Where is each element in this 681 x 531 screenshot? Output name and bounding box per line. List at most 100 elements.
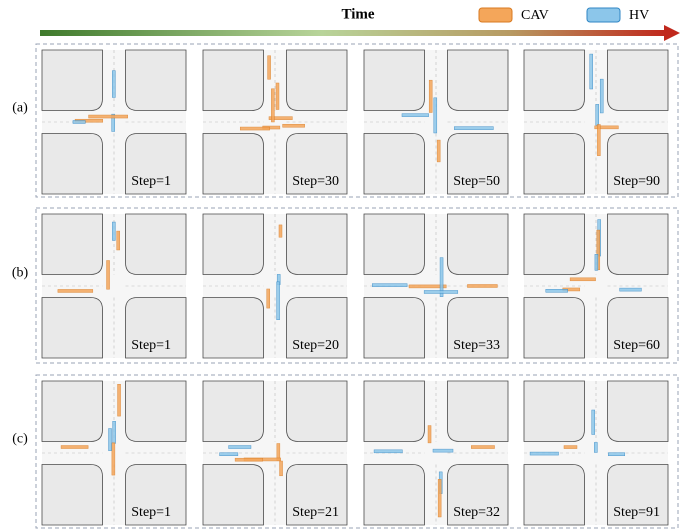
vehicle-trail (235, 458, 263, 461)
vehicle-trail (374, 450, 402, 453)
block (524, 381, 584, 441)
legend-swatch (479, 8, 512, 22)
figure: Time CAV HV (a)Step=1Step=30Step=50Step=… (0, 0, 681, 531)
block (126, 50, 186, 110)
step-label: Step=1 (131, 505, 171, 520)
vehicle-trail (112, 222, 115, 240)
block (203, 214, 263, 274)
block (608, 381, 668, 441)
intersection-panel: Step=1 (42, 214, 186, 358)
vehicle-trail (280, 461, 283, 476)
vehicle-trail (107, 261, 110, 290)
step-label: Step=32 (453, 505, 500, 520)
vehicle-trail (276, 83, 279, 110)
step-label: Step=33 (453, 338, 500, 353)
row-label: (c) (12, 432, 28, 447)
vehicle-trail (61, 446, 88, 449)
vehicle-trail (58, 289, 93, 292)
arrow-head (664, 25, 680, 41)
step-label: Step=1 (131, 338, 171, 353)
block (524, 134, 584, 194)
intersection-panel: Step=50 (364, 50, 508, 194)
block (364, 381, 424, 441)
vehicle-trail (267, 289, 270, 308)
vehicle-trail (546, 289, 568, 292)
block (364, 298, 424, 358)
block (608, 50, 668, 110)
block (203, 298, 263, 358)
block (608, 214, 668, 274)
vehicle-trail (279, 225, 282, 237)
legend-label: CAV (521, 8, 549, 23)
intersection-panel: Step=33 (364, 214, 508, 358)
block (126, 214, 186, 274)
block (287, 381, 347, 441)
vehicle-trail (437, 140, 440, 162)
block (42, 465, 102, 525)
vehicle-trail (595, 254, 598, 270)
block (203, 465, 263, 525)
vehicle-trail (594, 442, 597, 452)
block (524, 298, 584, 358)
block (287, 214, 347, 274)
vehicle-trail (112, 71, 115, 98)
intersection-panel: Step=1 (42, 381, 186, 525)
vehicle-trail (570, 278, 595, 281)
step-label: Step=60 (613, 338, 660, 353)
block (203, 50, 263, 110)
block (448, 214, 508, 274)
block (364, 50, 424, 110)
vehicle-trail (283, 124, 305, 127)
intersection-panel: Step=1 (42, 50, 186, 194)
vehicle-trail (530, 452, 558, 455)
block (524, 465, 584, 525)
step-label: Step=50 (453, 174, 500, 189)
block (524, 50, 584, 110)
intersection-panel: Step=32 (364, 381, 508, 525)
vehicle-trail (240, 127, 269, 130)
vehicle-trail (597, 124, 600, 155)
block (42, 214, 102, 274)
block (364, 214, 424, 274)
vehicle-trail (73, 120, 85, 123)
block (448, 381, 508, 441)
intersection-panel: Step=90 (524, 50, 668, 194)
block (364, 134, 424, 194)
step-label: Step=91 (613, 505, 660, 520)
vehicle-trail (596, 104, 599, 125)
vehicle-trail (89, 115, 128, 118)
block (42, 381, 102, 441)
block (42, 298, 102, 358)
vehicle-trail (590, 54, 593, 89)
block (524, 214, 584, 274)
legend-swatch (587, 8, 620, 22)
time-arrow (40, 30, 666, 36)
vehicle-trail (564, 446, 577, 449)
block (42, 134, 102, 194)
vehicle-trail (113, 421, 116, 443)
vehicle-trail (277, 282, 280, 320)
intersection-panel: Step=30 (203, 50, 347, 194)
vehicle-trail (620, 288, 642, 291)
vehicle-trail (117, 231, 120, 250)
row-label: (a) (12, 101, 28, 116)
vehicle-trail (471, 446, 494, 449)
vehicle-trail (428, 426, 431, 443)
intersection-panel: Step=20 (203, 214, 347, 358)
block (287, 50, 347, 110)
row-label: (b) (12, 266, 29, 281)
vehicle-trail (268, 56, 271, 80)
vehicle-trail (434, 98, 437, 133)
block (126, 381, 186, 441)
intersection-panel: Step=21 (203, 381, 347, 525)
vehicle-trail (592, 410, 595, 434)
time-label: Time (341, 6, 374, 22)
vehicle-trail (429, 80, 432, 112)
vehicle-trail (454, 127, 493, 130)
vehicle-trail (220, 453, 238, 456)
vehicle-trail (271, 89, 274, 122)
step-label: Step=21 (292, 505, 339, 520)
intersection-panel: Step=91 (524, 381, 668, 525)
block (448, 50, 508, 110)
step-label: Step=20 (292, 338, 339, 353)
